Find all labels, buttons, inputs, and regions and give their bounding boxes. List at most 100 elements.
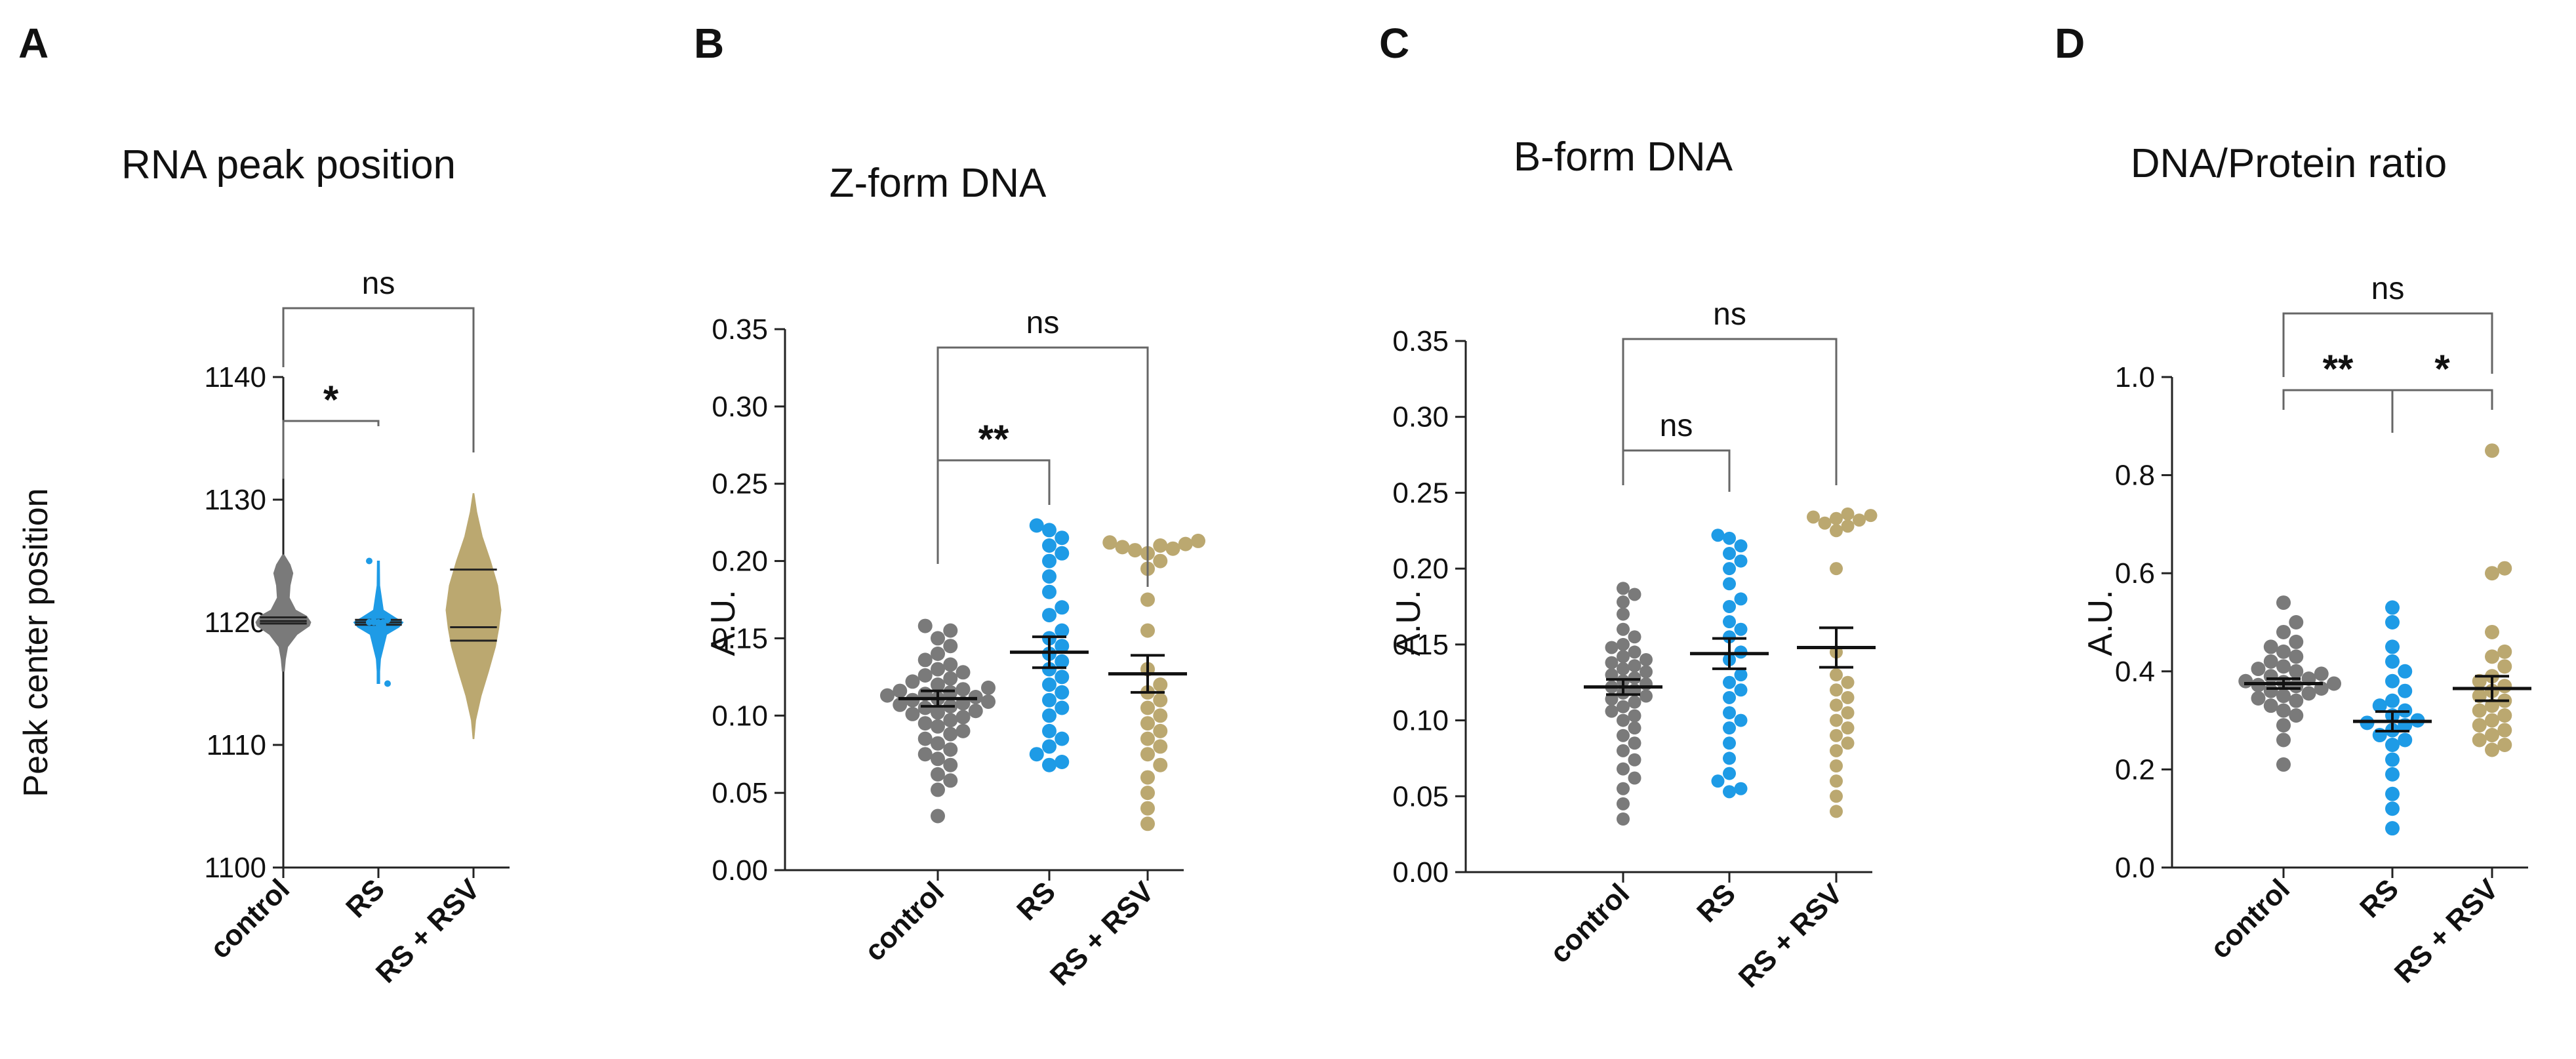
- data-point: [1734, 592, 1748, 606]
- data-point: [1617, 729, 1630, 742]
- x-category-label: RS: [2354, 873, 2405, 924]
- x-category-label: RS: [1011, 875, 1062, 927]
- data-point: [1042, 553, 1057, 569]
- data-point: [1734, 668, 1748, 682]
- data-point: [2263, 683, 2278, 698]
- data-point: [1628, 736, 1641, 750]
- panel-letter: A: [18, 20, 49, 67]
- data-point: [1140, 716, 1155, 731]
- data-point: [1140, 770, 1155, 785]
- data-point: [1841, 721, 1855, 735]
- data-point: [1140, 623, 1155, 638]
- bracket-line: [2282, 389, 2394, 433]
- y-axis-label: A.U.: [2082, 589, 2120, 656]
- significance-label: *: [323, 378, 339, 422]
- y-tick-label: 0.0: [2115, 852, 2155, 884]
- data-point: [1140, 801, 1155, 816]
- data-point: [931, 736, 945, 751]
- series-2: [2453, 443, 2531, 757]
- data-point: [1841, 675, 1855, 689]
- data-point: [1042, 523, 1057, 538]
- data-point: [2385, 767, 2400, 782]
- data-point: [1711, 529, 1725, 542]
- data-point: [1830, 729, 1843, 742]
- data-point: [880, 688, 895, 703]
- significance-label: ns: [2371, 271, 2405, 306]
- data-point: [981, 680, 996, 695]
- y-tick-label: 0.15: [712, 622, 768, 654]
- y-tick-label: 0.05: [1392, 780, 1449, 812]
- data-point: [1841, 706, 1855, 719]
- data-point: [1723, 600, 1736, 613]
- data-point: [1830, 683, 1843, 697]
- x-category-label: control: [858, 875, 950, 967]
- y-tick-label: 1130: [204, 484, 266, 516]
- data-point: [1723, 630, 1736, 644]
- data-point: [1617, 622, 1630, 636]
- data-point: [1841, 736, 1855, 750]
- y-tick-label: 0.2: [2115, 753, 2155, 786]
- data-point: [1864, 509, 1878, 523]
- data-point: [2385, 600, 2400, 615]
- data-point: [1830, 759, 1843, 772]
- data-point: [1723, 706, 1736, 719]
- data-point: [893, 697, 908, 712]
- data-point: [1055, 731, 1070, 746]
- panel-title: RNA peak position: [121, 142, 456, 188]
- data-point: [1628, 630, 1641, 644]
- data-point: [2314, 666, 2329, 681]
- y-tick-label: 0.05: [712, 777, 768, 809]
- data-point: [2289, 664, 2304, 679]
- data-point: [931, 719, 945, 734]
- data-point: [2385, 673, 2400, 689]
- data-point: [968, 704, 983, 719]
- data-point: [1734, 539, 1748, 553]
- data-point: [1723, 577, 1736, 591]
- y-tick-label: 0.20: [712, 546, 768, 578]
- data-point: [2289, 693, 2304, 708]
- data-point: [917, 618, 933, 633]
- data-point: [2385, 654, 2400, 669]
- bracket-line: [2391, 389, 2493, 433]
- series-1: [1690, 529, 1769, 799]
- panel-d: D DNA/Protein ratio A.U. 0.0 0.2 0.4 0.6 0.8 1.0…: [2055, 20, 2531, 989]
- y-tick-label: 0.00: [1392, 856, 1449, 889]
- data-point: [2385, 639, 2400, 654]
- data-point: [917, 731, 933, 746]
- x-category-label: control: [2204, 873, 2296, 965]
- y-tick-label: 0.30: [712, 391, 768, 423]
- data-point: [1628, 659, 1641, 673]
- data-point: [1830, 744, 1843, 757]
- data-point: [2497, 644, 2512, 659]
- data-point: [1042, 538, 1057, 553]
- data-point: [1723, 736, 1736, 750]
- data-point: [1830, 789, 1843, 803]
- panel-letter: D: [2055, 20, 2085, 67]
- data-point: [943, 773, 958, 788]
- series-0: [1584, 582, 1662, 826]
- data-point: [1042, 757, 1057, 772]
- data-point: [2497, 679, 2512, 694]
- violin-point: [380, 619, 386, 626]
- data-point: [1830, 713, 1843, 727]
- data-point: [1830, 562, 1843, 576]
- data-point: [943, 713, 958, 728]
- data-point: [1042, 739, 1057, 754]
- data-point: [981, 694, 996, 709]
- data-point: [931, 647, 945, 661]
- y-tick-label: 0.20: [1392, 553, 1449, 585]
- data-point: [1723, 675, 1736, 689]
- data-point: [2385, 821, 2400, 836]
- data-point: [1605, 704, 1619, 718]
- data-point: [1140, 731, 1155, 746]
- data-point: [1723, 531, 1736, 545]
- y-tick-label: 0.8: [2115, 460, 2155, 492]
- data-point: [2497, 708, 2512, 723]
- data-point: [1734, 554, 1748, 568]
- data-point: [1042, 692, 1057, 708]
- data-point: [2485, 742, 2499, 757]
- y-tick-label: 0.10: [1392, 705, 1449, 737]
- x-category-label: RS: [1691, 877, 1742, 929]
- data-point: [2472, 703, 2487, 718]
